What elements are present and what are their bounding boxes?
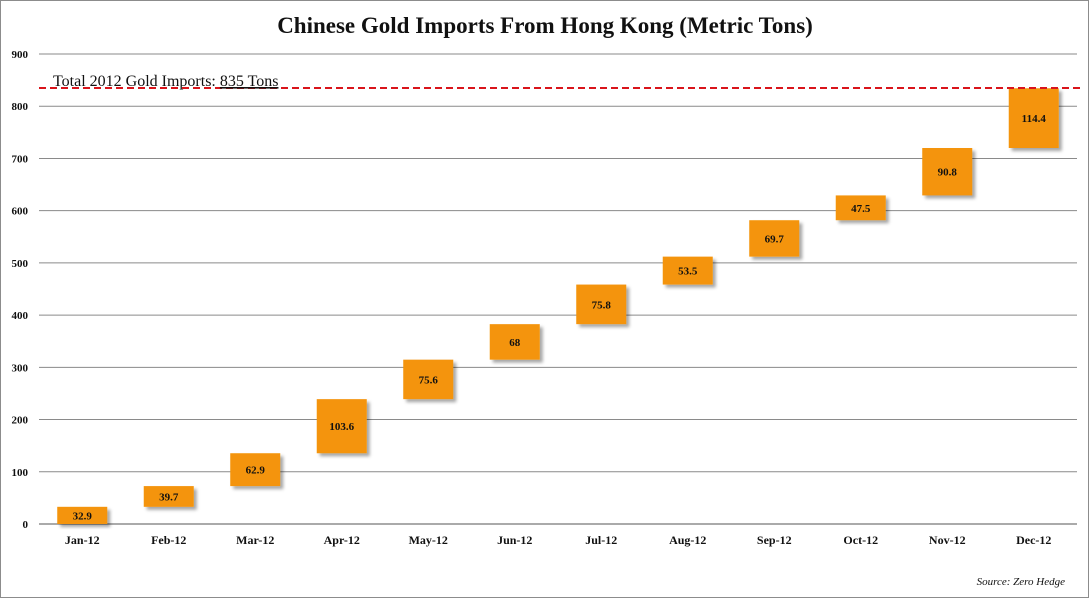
bar-value-label: 68 [509, 337, 521, 349]
total-annotation-value: 835 Tons [220, 73, 279, 90]
bar-value-label: 103.6 [329, 421, 354, 433]
bar-value-label: 39.7 [159, 491, 179, 503]
bar-mar-12 [230, 453, 281, 487]
bar-value-label: 90.8 [938, 167, 958, 179]
x-category-label: Dec-12 [1016, 533, 1051, 547]
x-category-label: May-12 [409, 533, 448, 547]
y-tick-label: 100 [12, 467, 29, 479]
bar-aug-12 [662, 256, 713, 285]
x-category-label: Jun-12 [497, 533, 532, 547]
x-category-label: Mar-12 [236, 533, 274, 547]
x-category-label: Apr-12 [324, 533, 360, 547]
y-tick-label: 400 [12, 310, 29, 322]
x-category-label: Sep-12 [757, 533, 792, 547]
bar-jan-12 [57, 506, 108, 524]
y-tick-label: 800 [12, 101, 29, 113]
x-category-label: Feb-12 [151, 533, 186, 547]
y-tick-label: 600 [12, 206, 29, 218]
bar-dec-12 [1008, 88, 1059, 148]
bar-nov-12 [922, 148, 973, 196]
bar-value-label: 53.5 [678, 266, 698, 278]
bar-value-label: 32.9 [73, 510, 93, 522]
chart-title: Chinese Gold Imports From Hong Kong (Met… [277, 13, 813, 38]
y-tick-label: 500 [12, 258, 29, 270]
total-annotation-prefix: Total 2012 Gold Imports: [53, 73, 220, 90]
bar-value-label: 114.4 [1022, 113, 1047, 125]
y-tick-label: 700 [12, 153, 29, 165]
bar-jul-12 [576, 284, 627, 325]
y-tick-label: 200 [12, 415, 29, 427]
x-category-label: Jan-12 [65, 533, 100, 547]
bar-value-label: 69.7 [765, 233, 785, 245]
source-note: Source: Zero Hedge [977, 576, 1065, 588]
bar-oct-12 [835, 195, 886, 221]
bar-feb-12 [143, 486, 194, 507]
x-category-label: Jul-12 [585, 533, 617, 547]
bar-apr-12 [316, 399, 367, 454]
bar-value-label: 75.6 [419, 374, 439, 386]
y-tick-label: 0 [23, 519, 29, 531]
y-tick-label: 900 [12, 49, 29, 61]
bar-sep-12 [749, 220, 800, 257]
x-category-label: Nov-12 [929, 533, 966, 547]
x-category-label: Oct-12 [843, 533, 878, 547]
y-tick-label: 300 [12, 362, 29, 374]
bar-value-label: 62.9 [246, 465, 266, 477]
bar-jun-12 [489, 324, 540, 360]
total-annotation: Total 2012 Gold Imports: 835 Tons [53, 73, 278, 90]
x-category-label: Aug-12 [669, 533, 706, 547]
bar-value-label: 47.5 [851, 203, 871, 215]
bar-may-12 [403, 359, 454, 400]
bar-value-label: 75.8 [592, 299, 612, 311]
